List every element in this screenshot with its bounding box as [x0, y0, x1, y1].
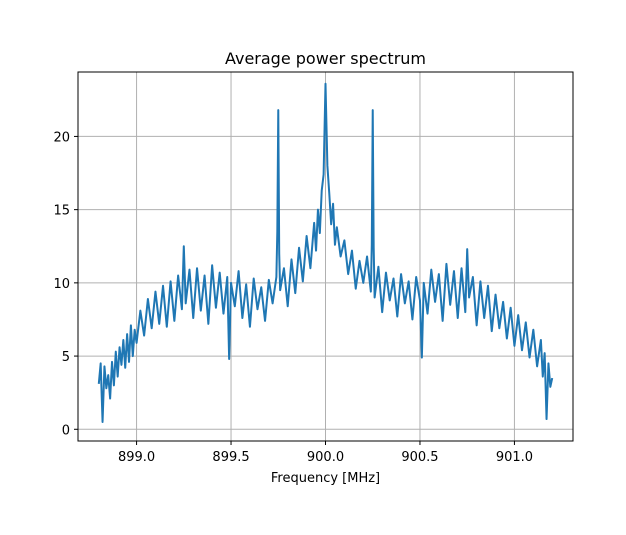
- y-tick-label: 0: [62, 423, 70, 438]
- series-line: [97, 82, 554, 423]
- y-tick-label: 15: [53, 204, 70, 219]
- y-axis-ticks: 0 5 10 15 20: [53, 130, 78, 438]
- y-tick-label: 20: [53, 130, 70, 145]
- x-tick-label: 901.0: [496, 450, 533, 465]
- x-axis-label: Frequency [MHz]: [271, 471, 380, 486]
- y-tick-label: 5: [62, 350, 70, 365]
- grid-lines: [78, 72, 573, 441]
- chart-title: Average power spectrum: [225, 49, 426, 68]
- x-tick-label: 899.0: [118, 450, 155, 465]
- series-layer: [97, 82, 554, 423]
- x-axis-ticks: 899.0 899.5 900.0 900.5 901.0: [118, 441, 533, 465]
- x-tick-label: 900.0: [307, 450, 344, 465]
- y-tick-label: 10: [53, 277, 70, 292]
- x-tick-label: 900.5: [401, 450, 438, 465]
- x-tick-label: 899.5: [212, 450, 249, 465]
